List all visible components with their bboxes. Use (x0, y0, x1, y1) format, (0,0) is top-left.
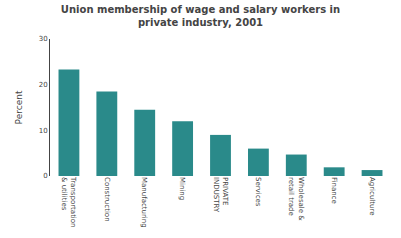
svg-text:Union membership of wage and s: Union membership of wage and salary work… (61, 4, 340, 28)
svg-text:0: 0 (43, 172, 47, 180)
svg-text:30: 30 (39, 35, 48, 43)
svg-text:Percent: Percent (14, 90, 24, 124)
svg-text:Construction: Construction (103, 177, 111, 222)
svg-text:Wholesale &retail trade: Wholesale &retail trade (287, 177, 304, 221)
svg-text:Mining: Mining (178, 177, 186, 200)
svg-text:10: 10 (39, 127, 48, 135)
svg-text:Finance: Finance (330, 177, 338, 204)
svg-text:Transportation& utilities: Transportation& utilities (60, 176, 77, 228)
svg-text:Manufacturing: Manufacturing (140, 177, 148, 228)
svg-text:20: 20 (39, 81, 48, 89)
svg-text:Services: Services (254, 177, 262, 207)
svg-text:Agriculture: Agriculture (368, 177, 376, 216)
svg-text:PRIVATEINDUSTRY: PRIVATEINDUSTRY (212, 177, 229, 213)
